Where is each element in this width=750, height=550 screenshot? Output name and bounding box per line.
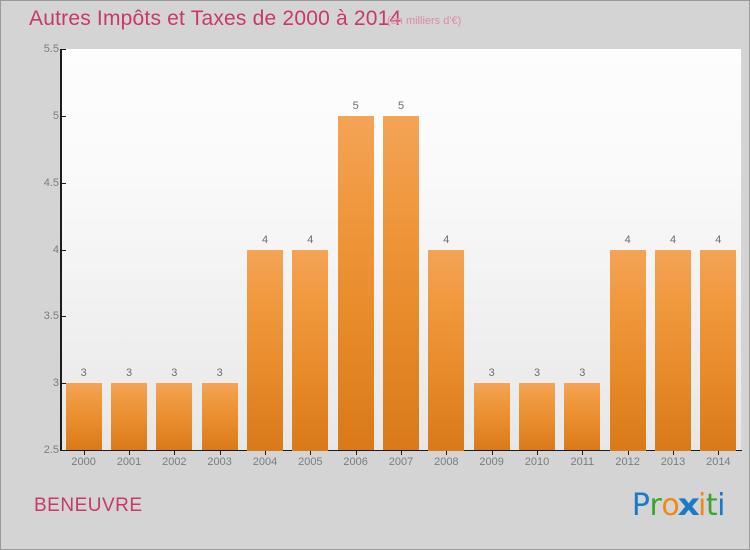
y-axis-tick-label: 5 (52, 109, 59, 122)
bar-value-label: 4 (307, 234, 314, 246)
x-axis-tick-mark (582, 451, 583, 455)
x-axis-tick-label: 2013 (660, 456, 686, 468)
bar-value-label: 4 (443, 234, 450, 246)
bar-value-label: 3 (125, 367, 133, 379)
x-axis-tick-label: 2004 (252, 456, 278, 468)
x-axis-tick-mark (401, 451, 402, 455)
x-axis-tick-label: 2005 (298, 456, 323, 468)
logo-letter: i (717, 488, 725, 523)
x-axis-tick-mark (129, 451, 130, 455)
x-axis-tick-mark (446, 451, 447, 455)
x-axis-tick-label: 2009 (479, 456, 504, 468)
bar[interactable] (66, 383, 102, 450)
bar[interactable] (474, 383, 510, 450)
x-axis-tick-label: 2014 (706, 456, 731, 468)
x-axis-tick-label: 2012 (615, 456, 640, 468)
bar[interactable] (202, 383, 238, 450)
bar[interactable] (338, 116, 374, 450)
bar-value-label: 3 (533, 367, 541, 379)
logo-letter: x (677, 488, 700, 523)
bar[interactable] (111, 383, 147, 450)
bar[interactable] (700, 250, 736, 451)
x-axis-tick-mark (628, 451, 629, 455)
chart-header: Autres Impôts et Taxes de 2000 à 2014 (e… (1, 1, 749, 39)
x-axis-tick-mark (718, 451, 719, 455)
y-axis-tick-mark (62, 383, 66, 384)
x-axis-tick-mark (492, 451, 493, 455)
x-axis-line (60, 450, 742, 451)
bar-value-label: 4 (715, 234, 722, 246)
chart-subtitle: (en milliers d'€) (387, 15, 462, 27)
logo-letter: r (649, 488, 662, 523)
x-axis-tick-mark (673, 451, 674, 455)
bar-value-label: 4 (261, 234, 269, 246)
x-axis-tick-label: 2010 (524, 456, 550, 468)
logo-letter: o (661, 488, 680, 523)
logo-letter: P (631, 488, 650, 523)
logo-letter: i (698, 488, 706, 523)
y-axis-tick-mark (62, 316, 66, 317)
logo-letter: t (705, 488, 718, 523)
x-axis-tick-label: 2007 (388, 456, 414, 468)
x-axis-tick-label: 2000 (71, 456, 96, 468)
y-axis-tick-label: 3.5 (43, 310, 59, 323)
bar[interactable] (428, 250, 464, 451)
x-axis-tick-mark (84, 451, 85, 455)
x-axis-tick-mark (174, 451, 175, 455)
bar[interactable] (564, 383, 600, 450)
bar-value-label: 3 (579, 367, 586, 379)
x-axis-tick-mark (265, 451, 266, 455)
x-axis-tick-label: 2003 (207, 456, 232, 468)
y-axis-tick-label: 3 (52, 377, 59, 390)
x-axis-tick-mark (310, 451, 311, 455)
x-axis-tick-label: 2011 (570, 456, 595, 468)
x-axis-tick-mark (537, 451, 538, 455)
bar-value-label: 4 (624, 234, 631, 246)
bar[interactable] (156, 383, 192, 450)
y-axis-tick-mark (62, 116, 66, 117)
bar[interactable] (383, 116, 419, 450)
bar-value-label: 5 (352, 100, 359, 112)
bar[interactable] (610, 250, 646, 451)
y-axis-tick-label: 4 (52, 243, 59, 256)
x-axis-tick-mark (356, 451, 357, 455)
proxiti-logo[interactable]: Proxiti (631, 488, 726, 523)
bar-value-label: 3 (171, 367, 178, 379)
y-axis-tick-mark (62, 450, 66, 451)
bar-value-label: 3 (80, 367, 87, 379)
bar[interactable] (519, 383, 555, 450)
bar-value-label: 4 (669, 234, 677, 246)
bar[interactable] (292, 250, 328, 451)
x-axis-tick-mark (220, 451, 221, 455)
commune-label: BENEUVRE (34, 495, 143, 516)
y-axis-tick-mark (62, 49, 66, 50)
x-axis-tick-label: 2001 (116, 456, 142, 468)
y-axis-tick-label: 4.5 (43, 176, 59, 189)
x-axis-tick-label: 2006 (343, 456, 368, 468)
y-axis-tick-label: 5.5 (43, 43, 59, 55)
x-axis-tick-label: 2008 (434, 456, 459, 468)
bar[interactable] (655, 250, 691, 451)
bar[interactable] (247, 250, 283, 451)
x-axis-tick-label: 2002 (162, 456, 187, 468)
bar-value-label: 5 (397, 100, 405, 112)
bar-value-label: 3 (488, 367, 495, 379)
y-axis-tick-mark (62, 183, 66, 184)
page-title: Autres Impôts et Taxes de 2000 à 2014 (29, 7, 402, 30)
y-axis-line (60, 49, 62, 451)
bar-value-label: 3 (216, 367, 223, 379)
y-axis-tick-label: 2.5 (43, 444, 59, 456)
y-axis-tick-mark (62, 250, 66, 251)
